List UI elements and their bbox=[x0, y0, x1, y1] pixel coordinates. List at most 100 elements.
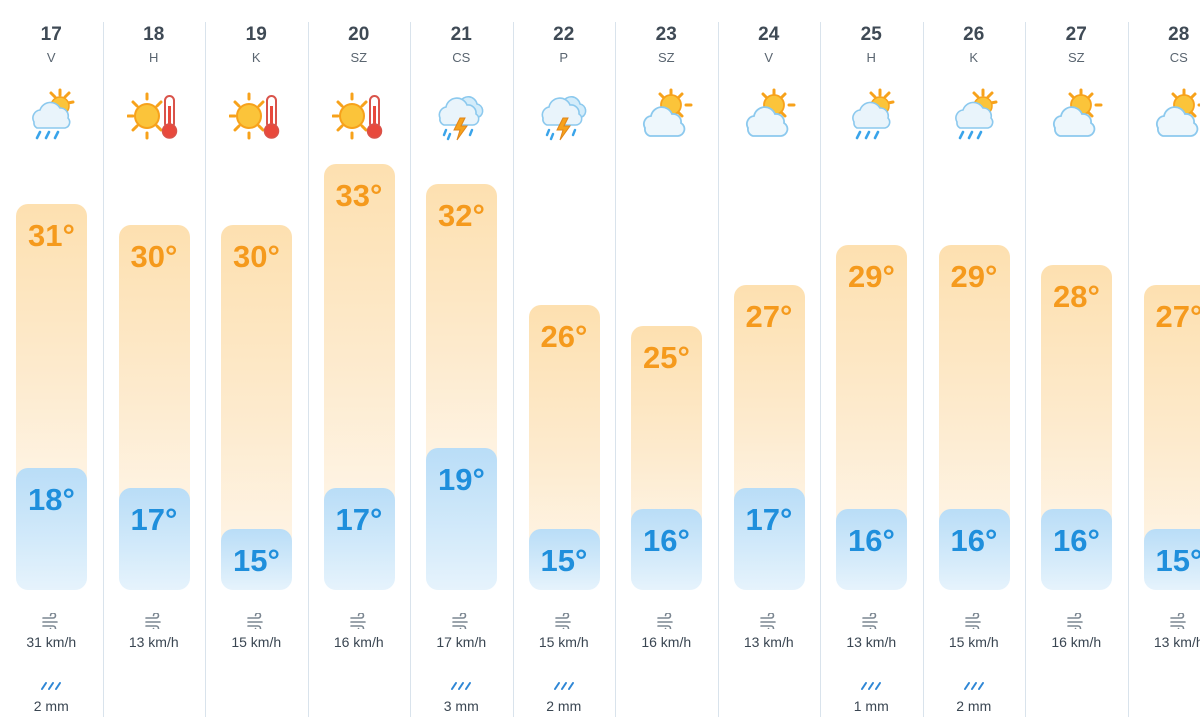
rain-icon bbox=[962, 679, 986, 691]
wind-speed: 15 km/h bbox=[231, 634, 282, 650]
day-number: 20 bbox=[348, 24, 370, 45]
precipitation-amount: 2 mm bbox=[33, 698, 69, 714]
day-number: 28 bbox=[1168, 24, 1190, 45]
sun-thermometer-icon bbox=[331, 88, 386, 142]
precipitation-amount: 2 mm bbox=[956, 698, 992, 714]
column-divider bbox=[102, 22, 104, 717]
wind-speed: 13 km/h bbox=[1153, 634, 1200, 650]
precipitation-amount: 1 mm bbox=[853, 698, 889, 714]
min-temp-value: 16° bbox=[848, 522, 895, 558]
min-temp-bar: 16° bbox=[631, 508, 702, 590]
day-column[interactable]: 18 H 30° 17° 13 km/h bbox=[102, 0, 206, 727]
max-temp-value: 29° bbox=[950, 258, 998, 294]
day-number: 22 bbox=[553, 24, 575, 45]
column-divider bbox=[717, 22, 719, 717]
wind-icon bbox=[1066, 612, 1086, 632]
weekday-label: V bbox=[46, 50, 56, 65]
min-temp-bar: 15° bbox=[1143, 528, 1200, 590]
wind-speed: 13 km/h bbox=[743, 634, 794, 650]
day-column[interactable]: 25 H 29° 16° 13 km/h 1 mm bbox=[820, 0, 923, 727]
wind-icon bbox=[144, 612, 164, 632]
column-divider bbox=[1127, 22, 1129, 717]
day-number: 21 bbox=[450, 24, 472, 45]
column-divider bbox=[820, 22, 821, 717]
rain-icon bbox=[39, 679, 63, 691]
day-column[interactable]: 24 V 27° 17° 13 km/h bbox=[717, 0, 821, 727]
column-divider bbox=[512, 22, 514, 717]
min-temp-value: 17° bbox=[130, 502, 178, 538]
min-temp-bar: 18° bbox=[16, 468, 87, 590]
min-temp-bar: 16° bbox=[836, 508, 907, 590]
weekday-label: H bbox=[866, 50, 876, 65]
day-number: 25 bbox=[860, 24, 882, 45]
wind-icon bbox=[656, 612, 676, 632]
sun-thermometer-icon bbox=[228, 88, 283, 142]
wind-icon bbox=[554, 612, 574, 632]
weekday-label: H bbox=[149, 50, 159, 65]
wind-speed: 13 km/h bbox=[128, 634, 179, 650]
partly-cloudy-icon bbox=[1049, 88, 1103, 142]
min-temp-value: 16° bbox=[643, 522, 690, 558]
column-divider bbox=[615, 22, 616, 717]
min-temp-value: 15° bbox=[233, 542, 280, 578]
min-temp-value: 18° bbox=[28, 482, 75, 518]
day-number: 18 bbox=[143, 24, 165, 45]
thunderstorm-rain-icon bbox=[434, 88, 488, 142]
max-temp-value: 29° bbox=[848, 258, 895, 294]
day-column[interactable]: 28 CS 27° 15° 13 km/h bbox=[1127, 0, 1200, 727]
day-column[interactable]: 22 P 26° 15° 15 km/h 2 mm bbox=[512, 0, 616, 727]
min-temp-value: 17° bbox=[745, 502, 793, 538]
min-temp-bar: 17° bbox=[733, 488, 805, 590]
wind-icon bbox=[759, 612, 779, 632]
min-temp-value: 19° bbox=[438, 462, 485, 497]
column-divider bbox=[1025, 22, 1026, 717]
day-column[interactable]: 20 SZ 33° 17° 16 km/h bbox=[307, 0, 411, 727]
max-temp-value: 28° bbox=[1053, 279, 1100, 314]
day-column[interactable]: 26 K 29° 16° 15 km/h 2 mm bbox=[922, 0, 1026, 727]
max-temp-value: 33° bbox=[335, 178, 383, 213]
day-column[interactable]: 21 CS 32° 19° 17 km/h 3 mm bbox=[410, 0, 513, 727]
wind-icon bbox=[451, 612, 471, 632]
wind-speed: 13 km/h bbox=[846, 634, 897, 650]
max-temp-value: 26° bbox=[540, 319, 588, 355]
weekday-label: P bbox=[559, 50, 569, 65]
max-temp-value: 27° bbox=[745, 299, 793, 335]
thunderstorm-rain-icon bbox=[537, 88, 591, 142]
min-temp-bar: 19° bbox=[426, 448, 497, 590]
day-number: 26 bbox=[963, 24, 985, 45]
column-divider bbox=[205, 22, 206, 717]
max-temp-value: 30° bbox=[233, 238, 280, 274]
sun-cloud-rain-icon bbox=[947, 88, 1001, 142]
partly-cloudy-icon bbox=[1152, 88, 1200, 142]
min-temp-bar: 16° bbox=[938, 508, 1010, 590]
day-column[interactable]: 17 V 31° 18° 31 km/h 2 mm bbox=[0, 0, 103, 727]
day-number: 27 bbox=[1065, 24, 1087, 45]
rain-icon bbox=[449, 679, 473, 691]
day-column[interactable]: 19 K 30° 15° 15 km/h bbox=[205, 0, 308, 727]
partly-cloudy-icon bbox=[639, 88, 693, 142]
max-temp-value: 25° bbox=[643, 339, 690, 375]
min-temp-value: 15° bbox=[1155, 542, 1200, 578]
wind-speed: 16 km/h bbox=[333, 634, 384, 650]
weekday-label: CS bbox=[1169, 50, 1188, 65]
day-column[interactable]: 23 SZ 25° 16° 16 km/h bbox=[615, 0, 718, 727]
wind-speed: 15 km/h bbox=[948, 634, 999, 650]
column-divider bbox=[922, 22, 924, 717]
day-column[interactable]: 27 SZ 28° 16° 16 km/h bbox=[1025, 0, 1128, 727]
weekday-label: SZ bbox=[1067, 50, 1085, 65]
wind-icon bbox=[41, 612, 61, 632]
min-temp-bar: 17° bbox=[323, 488, 395, 590]
min-temp-value: 17° bbox=[335, 502, 383, 538]
column-divider bbox=[410, 22, 411, 717]
wind-speed: 16 km/h bbox=[1051, 634, 1102, 650]
rain-icon bbox=[552, 679, 576, 691]
wind-icon bbox=[964, 612, 984, 632]
weekday-label: V bbox=[764, 50, 774, 65]
wind-speed: 15 km/h bbox=[538, 634, 589, 650]
weekday-label: K bbox=[251, 50, 261, 65]
max-temp-value: 32° bbox=[438, 198, 485, 234]
min-temp-bar: 16° bbox=[1041, 508, 1112, 590]
precipitation-amount: 2 mm bbox=[546, 698, 582, 714]
wind-icon bbox=[861, 612, 881, 632]
